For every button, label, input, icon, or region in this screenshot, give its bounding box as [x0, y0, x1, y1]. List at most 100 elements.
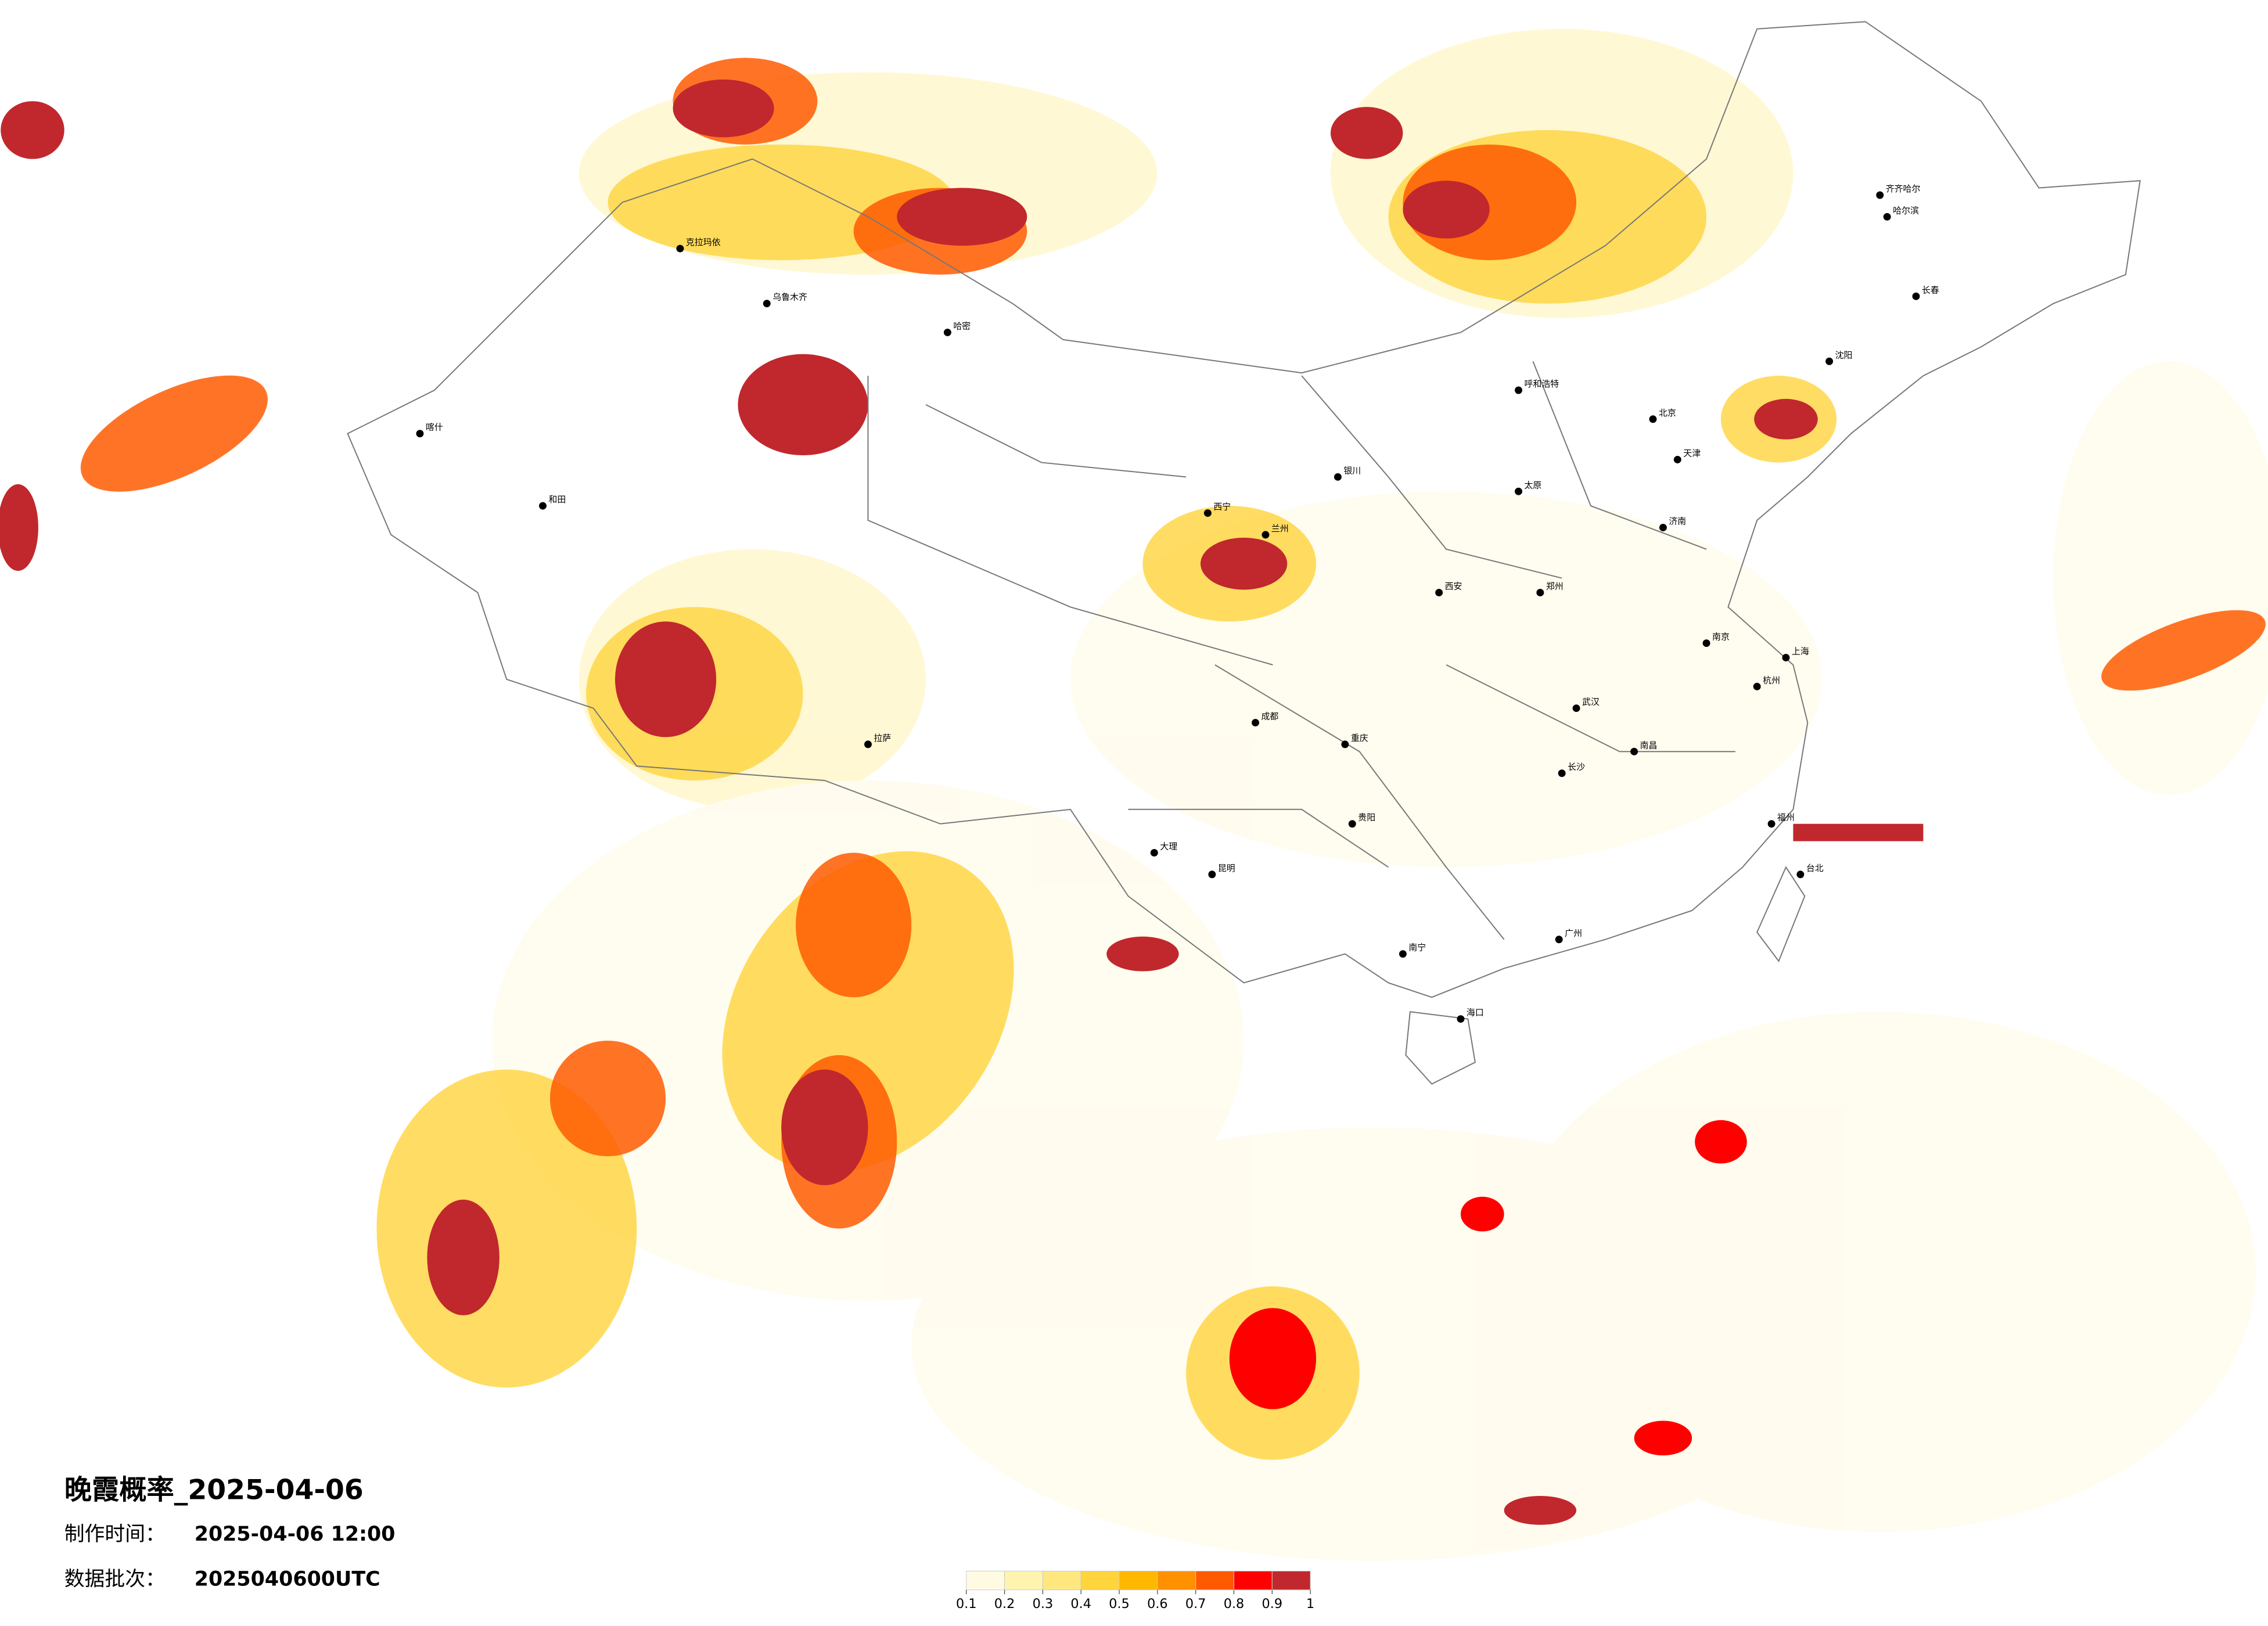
city-label: 北京	[1659, 408, 1676, 418]
city-marker	[1753, 682, 1761, 690]
city-marker	[1825, 357, 1834, 365]
city-label: 西安	[1445, 581, 1462, 591]
map-title: 晚霞概率_2025-04-06	[64, 1474, 364, 1506]
info-value: 2025-04-06 12:00	[195, 1523, 396, 1546]
city-marker	[1659, 523, 1667, 531]
city-marker	[1515, 487, 1523, 495]
legend-swatch	[1119, 1570, 1158, 1591]
city-label: 台北	[1806, 863, 1824, 873]
city-marker	[1673, 455, 1681, 463]
legend-swatch	[1080, 1570, 1120, 1591]
legend-tick-label: 0.1	[956, 1596, 977, 1611]
city-marker	[1630, 747, 1638, 756]
legend-swatch	[1234, 1570, 1273, 1591]
city-marker	[1399, 950, 1407, 958]
city-marker	[1341, 740, 1349, 749]
city-label: 哈密	[953, 321, 971, 331]
city-label: 和田	[549, 494, 566, 505]
city-marker	[864, 740, 872, 749]
city-label: 郑州	[1546, 581, 1563, 591]
city-label: 大理	[1160, 841, 1177, 851]
city-marker	[1767, 820, 1775, 828]
city-label: 长春	[1922, 285, 1939, 295]
city-label: 乌鲁木齐	[772, 292, 807, 303]
city-label: 沈阳	[1835, 350, 1853, 360]
city-label: 海口	[1467, 1008, 1484, 1018]
city-label: 哈尔滨	[1893, 205, 1919, 215]
city-label: 武汉	[1582, 697, 1600, 707]
city-label: 贵阳	[1358, 812, 1375, 823]
city-label: 太原	[1525, 480, 1542, 490]
china-outline	[347, 21, 2141, 1085]
city-marker	[1796, 870, 1805, 879]
city-marker	[1515, 386, 1523, 394]
city-label: 天津	[1683, 448, 1701, 459]
city-label: 重庆	[1351, 733, 1368, 743]
legend-swatch	[1004, 1570, 1043, 1591]
info-value: 2025040600UTC	[195, 1567, 380, 1591]
city-label: 昆明	[1218, 863, 1235, 873]
city-marker	[1457, 1015, 1465, 1023]
city-label: 喀什	[426, 422, 443, 433]
info-label: 数据批次：	[64, 1567, 166, 1591]
legend-tick-label: 0.3	[1033, 1596, 1054, 1611]
city-marker	[1348, 820, 1356, 828]
city-marker	[1572, 704, 1580, 713]
city-label: 西宁	[1213, 502, 1231, 512]
city-marker	[1435, 588, 1443, 596]
probability-field	[0, 28, 2268, 1561]
city-label: 上海	[1792, 646, 1809, 656]
city-marker	[1536, 588, 1544, 596]
city-marker	[1150, 848, 1158, 857]
city-marker	[1558, 769, 1566, 778]
legend-tick-label: 0.5	[1109, 1596, 1130, 1611]
city-marker	[539, 502, 547, 510]
legend: 0.1 0.2 0.3 0.4 0.5 0.6 0.7 0.8 0.9 1	[956, 1570, 1314, 1611]
legend-swatch	[1271, 1570, 1311, 1591]
legend-tick-label: 0.7	[1185, 1596, 1206, 1611]
legend-tick-label: 1	[1306, 1596, 1314, 1611]
info-label: 制作时间：	[64, 1523, 166, 1546]
city-marker	[1203, 509, 1212, 517]
city-label: 广州	[1565, 928, 1582, 938]
city-label: 福州	[1777, 812, 1795, 823]
city-label: 南京	[1712, 632, 1730, 642]
city-label: 呼和浩特	[1525, 379, 1559, 389]
city-marker	[943, 328, 951, 336]
city-marker	[1334, 473, 1342, 481]
city-marker	[1261, 531, 1270, 539]
city-marker	[1252, 718, 1260, 726]
city-label: 南昌	[1640, 740, 1658, 750]
city-label: 南宁	[1408, 942, 1426, 953]
city-label: 齐齐哈尔	[1886, 184, 1921, 194]
city-label: 克拉玛依	[686, 237, 721, 247]
legend-tick-label: 0.6	[1147, 1596, 1168, 1611]
city-label: 杭州	[1763, 675, 1780, 685]
city-marker	[1876, 191, 1884, 199]
legend-swatch	[1042, 1570, 1081, 1591]
city-marker	[1208, 870, 1216, 879]
city-marker	[676, 244, 684, 253]
legend-swatch	[1195, 1570, 1235, 1591]
city-marker	[1912, 292, 1920, 300]
legend-swatch	[966, 1570, 1005, 1591]
city-label: 济南	[1669, 516, 1686, 526]
legend-tick-label: 0.2	[994, 1596, 1015, 1611]
city-label: 兰州	[1271, 523, 1289, 534]
city-marker	[1555, 936, 1563, 944]
city-label: 银川	[1343, 465, 1361, 476]
city-label: 长沙	[1568, 762, 1585, 772]
city-marker	[416, 430, 424, 438]
city-marker	[1782, 653, 1790, 661]
city-marker	[1883, 213, 1891, 221]
city-marker	[1649, 415, 1657, 423]
legend-tick-label: 0.9	[1262, 1596, 1283, 1611]
city-marker	[763, 300, 771, 308]
city-label: 拉萨	[874, 733, 892, 743]
legend-tick-label: 0.4	[1070, 1596, 1091, 1611]
city-marker	[1702, 639, 1710, 647]
legend-swatch	[1157, 1570, 1196, 1591]
city-label: 成都	[1261, 711, 1279, 721]
